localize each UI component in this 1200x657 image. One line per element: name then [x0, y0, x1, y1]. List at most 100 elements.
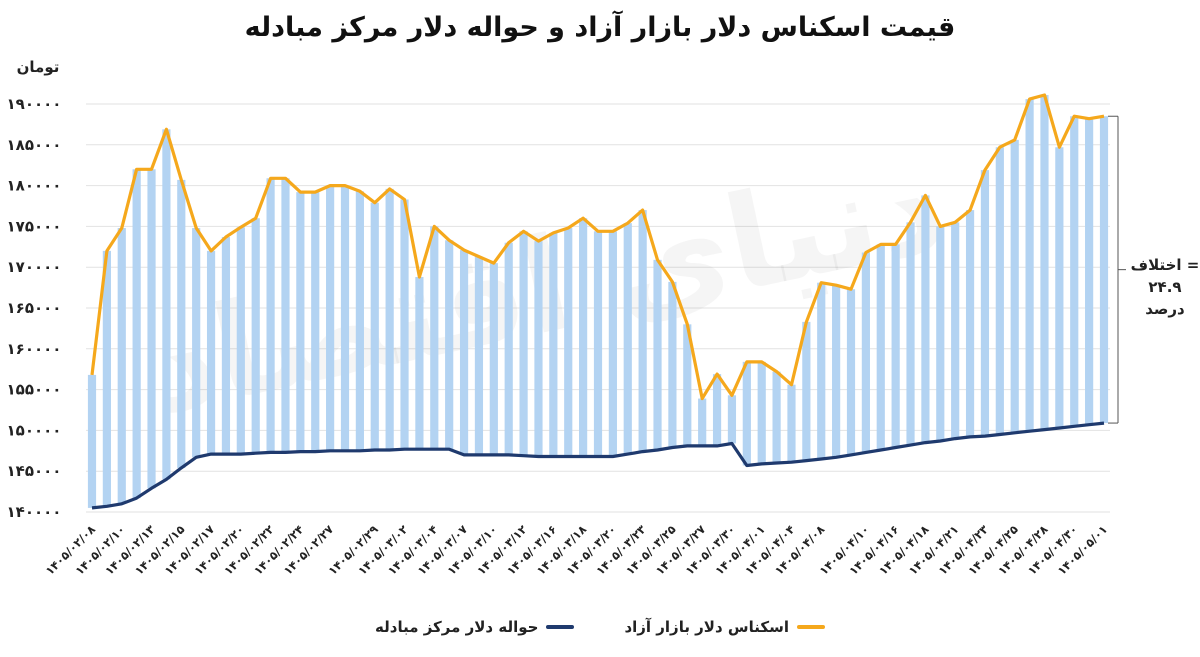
- gap-bar: [772, 371, 781, 464]
- gap-bar: [206, 250, 216, 455]
- gap-bar: [921, 195, 930, 443]
- line-series: [90, 93, 1105, 510]
- gap-bar: [415, 276, 424, 450]
- gap-bar: [608, 231, 617, 457]
- gap-bar: [474, 256, 484, 455]
- gap-bar: [534, 241, 543, 457]
- gap-bar: [281, 178, 290, 453]
- gap-bar: [1085, 118, 1094, 425]
- gap-bar: [1055, 147, 1064, 428]
- gap-bar: [177, 179, 186, 468]
- gap-bar: [668, 281, 677, 448]
- y-tick-label: ۱۴۵۰۰۰: [7, 462, 62, 480]
- gap-bar: [623, 223, 632, 455]
- gap-bar: [192, 228, 201, 458]
- legend-label-exchange-center: حواله دلار مرکز مبادله: [375, 618, 539, 636]
- gap-bar: [712, 374, 722, 446]
- gap-bar: [117, 228, 126, 504]
- gap-bar: [355, 191, 364, 451]
- gap-bar: [727, 395, 737, 444]
- legend: اسکناس دلار بازار آزاد حواله دلار مرکز م…: [0, 618, 1200, 636]
- series-line-exchange-center: [91, 421, 1105, 510]
- y-tick-label: ۱۴۰۰۰۰: [7, 503, 62, 521]
- gap-bar: [579, 218, 588, 457]
- legend-item-free-market: اسکناس دلار بازار آزاد: [624, 618, 825, 636]
- gap-bar: [266, 178, 275, 453]
- y-tick-label: ۱۶۰۰۰۰: [7, 340, 62, 358]
- gap-bar: [817, 282, 826, 459]
- gap-bar: [147, 169, 156, 489]
- gap-bar: [489, 263, 498, 455]
- series-line-free-market: [90, 93, 1105, 401]
- gap-bar: [564, 228, 573, 457]
- gap-bar: [459, 250, 469, 455]
- gap-bar: [504, 242, 513, 455]
- legend-swatch-free-market: [796, 625, 825, 629]
- gap-bar: [698, 398, 707, 446]
- gap-bar: [891, 244, 900, 448]
- gap-bar: [683, 324, 692, 446]
- y-tick-label: ۱۸۵۰۰۰: [7, 136, 62, 154]
- gap-bar: [1040, 95, 1049, 430]
- gap-bar: [236, 227, 245, 455]
- gap-bar: [251, 218, 260, 454]
- gap-bar: [593, 231, 603, 457]
- gap-bar: [326, 185, 335, 451]
- gap-bar: [936, 226, 945, 442]
- gap-bar: [742, 361, 751, 466]
- gap-bar: [340, 185, 350, 451]
- x-axis: ۱۴۰۵/۰۲/۰۸۱۴۰۵/۰۲/۱۰۱۴۰۵/۰۲/۱۳۱۴۰۵/۰۲/۱۵…: [43, 522, 1111, 578]
- gap-bar: [906, 222, 915, 446]
- y-tick-label: ۱۸۰۰۰۰: [7, 177, 62, 195]
- gap-bar: [400, 199, 409, 450]
- y-tick-label: ۱۷۰۰۰۰: [7, 258, 62, 276]
- chart-title: قیمت اسکناس دلار بازار آزاد و حواله دلار…: [244, 12, 956, 43]
- y-axis-title: تومان: [17, 58, 60, 76]
- gap-bar: [370, 202, 379, 450]
- gap-bar: [102, 250, 111, 507]
- legend-label-free-market: اسکناس دلار بازار آزاد: [624, 618, 789, 636]
- gap-bar: [1070, 116, 1079, 427]
- gap-bar: [876, 244, 885, 450]
- y-tick-label: ۱۵۵۰۰۰: [7, 381, 62, 399]
- gap-bar: [311, 192, 320, 452]
- gap-bar: [87, 374, 97, 508]
- gap-bar: [162, 129, 171, 480]
- gap-bar: [995, 147, 1004, 435]
- gap-bar: [951, 222, 960, 439]
- gap-bar: [965, 210, 975, 437]
- gap-bar: [638, 210, 647, 452]
- gap-bar: [653, 259, 662, 450]
- y-tick-label: ۱۵۰۰۰۰: [7, 421, 62, 439]
- gap-bar: [430, 226, 439, 450]
- gap-bar: [296, 192, 305, 452]
- y-tick-label: ۱۶۵۰۰۰: [7, 299, 62, 317]
- bar-series: [87, 95, 1109, 508]
- gap-bar: [757, 361, 766, 464]
- y-axis: ۱۴۰۰۰۰ ۱۴۵۰۰۰ ۱۵۰۰۰۰ ۱۵۵۰۰۰ ۱۶۰۰۰۰ ۱۶۵۰۰۰ ۱۷۰۰…: [7, 95, 62, 521]
- gap-bar: [385, 188, 394, 450]
- annotation-line3: درصد: [1145, 300, 1185, 318]
- gap-bar: [846, 289, 856, 455]
- gap-bar: [445, 240, 454, 450]
- gap-bar: [802, 321, 811, 461]
- gap-bar: [787, 384, 796, 463]
- y-tick-label: ۱۹۰۰۰۰: [7, 95, 62, 113]
- gap-bar: [1010, 139, 1019, 433]
- annotation-line2: ۲۴.۹: [1148, 278, 1181, 296]
- y-tick-label: ۱۷۵۰۰۰: [7, 217, 62, 235]
- legend-item-exchange-center: حواله دلار مرکز مبادله: [375, 618, 575, 636]
- gap-bar: [1025, 99, 1034, 432]
- gap-bar: [519, 231, 528, 456]
- difference-bracket: [1108, 115, 1126, 424]
- gap-bar: [221, 237, 231, 455]
- annotation-line1: اختلاف =: [1131, 256, 1200, 274]
- gap-bar: [980, 170, 990, 437]
- gap-bar: [832, 285, 841, 458]
- gap-bar: [1099, 116, 1109, 424]
- gap-bar: [132, 169, 141, 499]
- legend-swatch-exchange-center: [546, 625, 575, 629]
- gap-bar: [549, 232, 558, 457]
- gap-bar: [861, 252, 870, 453]
